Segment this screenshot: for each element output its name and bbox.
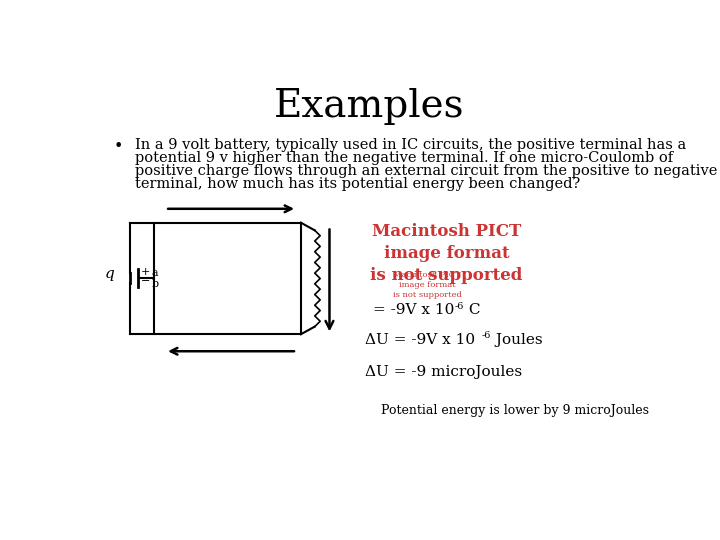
Text: −: − <box>140 276 150 286</box>
Text: Macintosh PICT
image format
is not supported: Macintosh PICT image format is not suppo… <box>370 222 523 284</box>
Text: -6: -6 <box>482 331 491 340</box>
Text: +: + <box>140 267 150 277</box>
Bar <box>153 222 301 334</box>
Text: ΔU = -9 microJoules: ΔU = -9 microJoules <box>365 365 522 379</box>
Text: ΔU = -9V x 10: ΔU = -9V x 10 <box>365 333 475 347</box>
Text: Potential energy is lower by 9 microJoules: Potential energy is lower by 9 microJoul… <box>381 403 649 416</box>
Text: Examples: Examples <box>274 88 464 125</box>
Text: b: b <box>151 279 158 289</box>
Text: C: C <box>464 303 480 318</box>
Text: •: • <box>113 138 122 155</box>
Text: positive charge flows through an external circuit from the positive to negative: positive charge flows through an externa… <box>135 164 717 178</box>
Text: In a 9 volt battery, typically used in IC circuits, the positive terminal has a: In a 9 volt battery, typically used in I… <box>135 138 686 152</box>
Text: Macintosh PICT
image format
is not supported: Macintosh PICT image format is not suppo… <box>392 271 462 299</box>
Text: -6: -6 <box>454 302 464 311</box>
Text: terminal, how much has its potential energy been changed?: terminal, how much has its potential ene… <box>135 177 580 191</box>
Text: Joules: Joules <box>490 333 542 347</box>
Text: q: q <box>104 267 114 281</box>
Text: = -9V x 10: = -9V x 10 <box>373 303 454 318</box>
Text: a: a <box>151 268 158 278</box>
Text: potential 9 v higher than the negative terminal. If one micro-Coulomb of: potential 9 v higher than the negative t… <box>135 151 673 165</box>
